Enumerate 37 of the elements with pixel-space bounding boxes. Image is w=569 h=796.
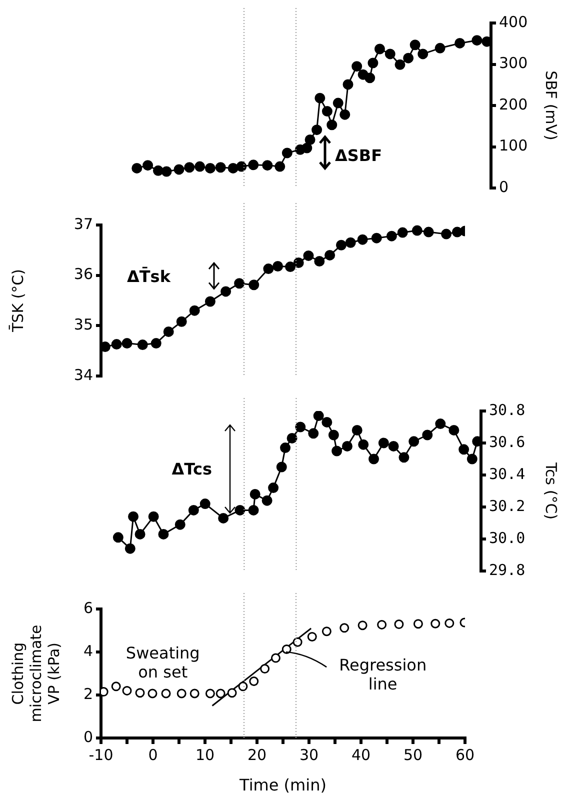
y2-axis-title: SBF (mV) — [542, 70, 560, 140]
y2-tick-label: 30.2 — [489, 496, 526, 515]
y2-tick-label: 400 — [499, 12, 528, 31]
y2-tick-label: 30.4 — [489, 464, 526, 483]
y2-tick-label: 30.0 — [489, 528, 526, 547]
annotation: Regression line — [339, 655, 427, 694]
x-tick-label: -10 — [88, 746, 114, 764]
y-tick-label: 37 — [74, 214, 93, 233]
y2-tick-label: 30.6 — [489, 432, 526, 451]
annotation: ΔTcs — [172, 459, 212, 478]
y-axis-title: T̄SK (°C) — [8, 269, 27, 333]
y-tick-label: 36 — [74, 265, 93, 284]
y2-tick-label: 300 — [499, 54, 528, 72]
x-tick-label: 10 — [195, 746, 215, 764]
x-tick-label: 0 — [148, 746, 158, 764]
y2-tick-label: 30.8 — [489, 400, 526, 419]
annotation: Sweating on set — [126, 643, 200, 682]
y-tick-label: 35 — [74, 316, 93, 334]
y-tick-label: 34 — [74, 366, 93, 384]
y-axis-title: Clothing microclimate VP (kPa) — [8, 624, 63, 722]
y2-tick-label: 0 — [499, 178, 509, 196]
y-tick-label: 2 — [83, 684, 93, 703]
x-tick-label: 20 — [247, 746, 267, 764]
y2-tick-label: 29.8 — [489, 560, 526, 579]
x-axis-title: Time (min) — [238, 776, 326, 795]
annotation: ΔSBF — [335, 146, 382, 166]
y-tick-label: 4 — [83, 642, 93, 660]
y2-axis-title: Tcs (°C) — [542, 461, 560, 520]
x-tick-label: 30 — [299, 746, 319, 764]
annotation: ΔT̄sk — [127, 266, 171, 286]
x-tick-label: 60 — [455, 746, 475, 764]
y2-tick-label: 100 — [499, 136, 528, 155]
y-tick-label: 6 — [83, 598, 93, 617]
x-tick-label: 40 — [351, 746, 371, 764]
x-tick-label: 50 — [403, 746, 423, 764]
y2-tick-label: 200 — [499, 95, 528, 114]
y-tick-label: 0 — [83, 728, 93, 746]
